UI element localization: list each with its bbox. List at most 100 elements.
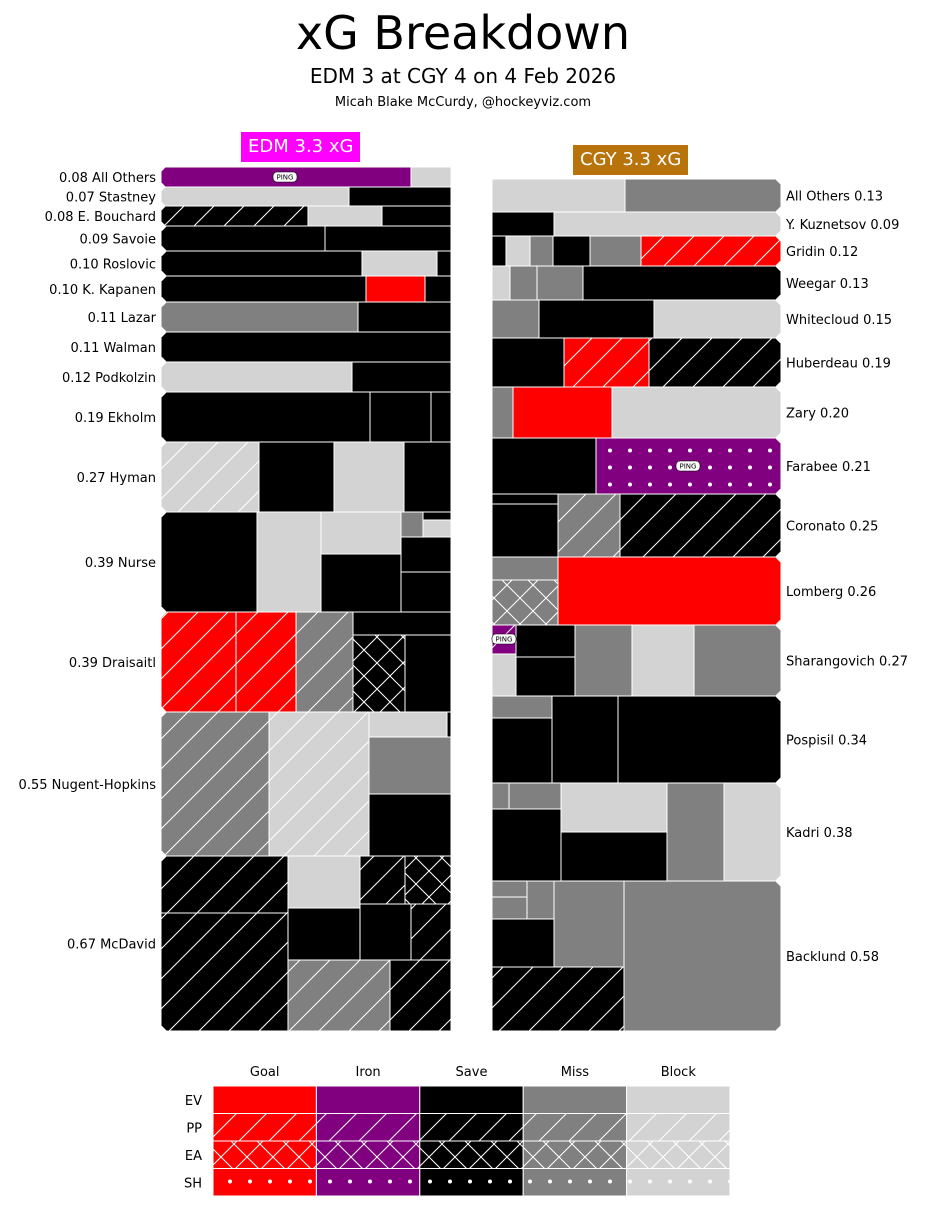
save-shot-tile (430, 392, 451, 442)
save-shot-tile (161, 332, 451, 362)
block-shot-tile (492, 179, 626, 212)
save-shot-tile (161, 392, 371, 442)
legend-outcome-label: Save (456, 1065, 488, 1080)
player-label: Y. Kuznetsov 0.09 (785, 218, 899, 233)
legend-swatch (626, 1085, 731, 1114)
player-label: 0.55 Nugent-Hopkins (19, 778, 157, 793)
save-shot-tile (515, 656, 576, 696)
legend: Goal Iron Save Miss Block EV PP EA SH (184, 1065, 731, 1197)
miss-shot-tile (492, 557, 559, 581)
chart-title: xG Breakdown (295, 6, 631, 60)
miss-shot-tile (508, 783, 562, 810)
block-shot-tile (361, 251, 438, 276)
miss-shot-tile (536, 266, 584, 300)
player-block (161, 362, 451, 392)
save-shot-tile (403, 442, 451, 512)
block-shot-tile (161, 362, 353, 392)
chart-subtitle: EDM 3 at CGY 4 on 4 Feb 2026 (309, 64, 617, 88)
save-shot-tile (436, 251, 451, 276)
save-shot-tile (258, 442, 335, 512)
player-block (492, 557, 781, 625)
player-label: Zary 0.20 (786, 407, 849, 422)
player-block (492, 212, 781, 236)
ping-label: PING (680, 463, 697, 471)
goal-shot-tile (512, 387, 613, 438)
miss-shot-tile (161, 302, 359, 332)
save-shot-tile (161, 251, 363, 276)
legend-strength-label: EA (185, 1149, 202, 1164)
legend-outcome-label: Iron (356, 1065, 381, 1080)
save-shot-tile (369, 392, 432, 442)
legend-swatch (212, 1085, 317, 1114)
save-shot-tile (320, 553, 402, 612)
player-label: 0.39 Nurse (85, 556, 156, 571)
block-shot-tile (422, 519, 451, 538)
player-block (161, 512, 451, 612)
block-shot-tile (307, 206, 383, 226)
save-shot-tile (381, 206, 451, 226)
player-block (161, 276, 451, 302)
player-block (492, 179, 781, 212)
player-block (161, 226, 451, 251)
save-shot-tile (352, 612, 451, 636)
block-shot-tile (560, 783, 668, 833)
edm-player-labels: 0.08 All Others 0.07 Stastney 0.08 E. Bouc… (19, 171, 157, 953)
save-shot-tile (324, 226, 451, 251)
player-label: 0.12 Podkolzin (62, 371, 156, 386)
legend-outcome-label: Block (661, 1065, 697, 1080)
legend-swatch (315, 1085, 421, 1114)
save-shot-tile (582, 266, 781, 300)
save-shot-tile (492, 808, 562, 881)
block-shot-tile (320, 512, 402, 555)
legend-outcome-label: Goal (250, 1065, 280, 1080)
player-block (161, 251, 451, 276)
save-shot-tile (348, 187, 451, 206)
save-shot-tile (446, 712, 451, 738)
save-shot-tile (422, 512, 451, 521)
chart-credit: Micah Blake McCurdy, @hockeyviz.com (334, 95, 592, 110)
save-shot-tile (368, 793, 451, 856)
miss-shot-tile (623, 881, 781, 1031)
save-shot-tile (359, 903, 412, 961)
player-block (492, 494, 781, 557)
player-label: Pospisil 0.34 (786, 734, 867, 749)
save-shot-tile (617, 696, 781, 783)
save-shot-tile (400, 571, 451, 612)
player-block (161, 442, 451, 512)
save-shot-tile (287, 907, 361, 961)
save-shot-tile (161, 276, 367, 302)
miss-shot-tile (693, 625, 781, 696)
miss-shot-tile (492, 783, 510, 810)
player-label: Farabee 0.21 (786, 460, 871, 475)
block-shot-tile (505, 236, 531, 266)
miss-shot-tile (624, 179, 781, 212)
player-label: 0.67 McDavid (67, 938, 156, 953)
player-label: 0.39 Draisaitl (69, 656, 156, 671)
ping-marker: PING (491, 633, 517, 645)
save-shot-tile (404, 634, 451, 712)
player-label: 0.09 Savoie (79, 233, 156, 248)
player-block (161, 392, 451, 442)
save-shot-tile (492, 236, 507, 266)
player-label: 0.11 Walman (70, 341, 156, 356)
player-label: Backlund 0.58 (786, 950, 879, 965)
player-block (492, 266, 781, 300)
block-shot-tile (611, 387, 781, 438)
miss-shot-tile (553, 881, 625, 968)
miss-shot-tile (574, 625, 633, 696)
block-shot-tile (410, 167, 451, 187)
cgy-team-badge: CGY 3.3 xG (573, 145, 689, 175)
player-block (492, 338, 781, 387)
ping-marker: PING (675, 460, 701, 472)
save-shot-tile (538, 300, 655, 338)
player-label: 0.08 E. Bouchard (45, 210, 156, 225)
save-shot-tile (492, 438, 597, 494)
miss-shot-tile (492, 896, 528, 920)
save-shot-tile (424, 276, 451, 302)
miss-shot-tile (509, 266, 538, 300)
player-label: Kadri 0.38 (786, 826, 853, 841)
save-shot-tile (161, 512, 258, 612)
player-label: 0.10 K. Kapanen (49, 283, 156, 298)
miss-shot-tile (492, 696, 553, 719)
player-block (161, 712, 451, 856)
